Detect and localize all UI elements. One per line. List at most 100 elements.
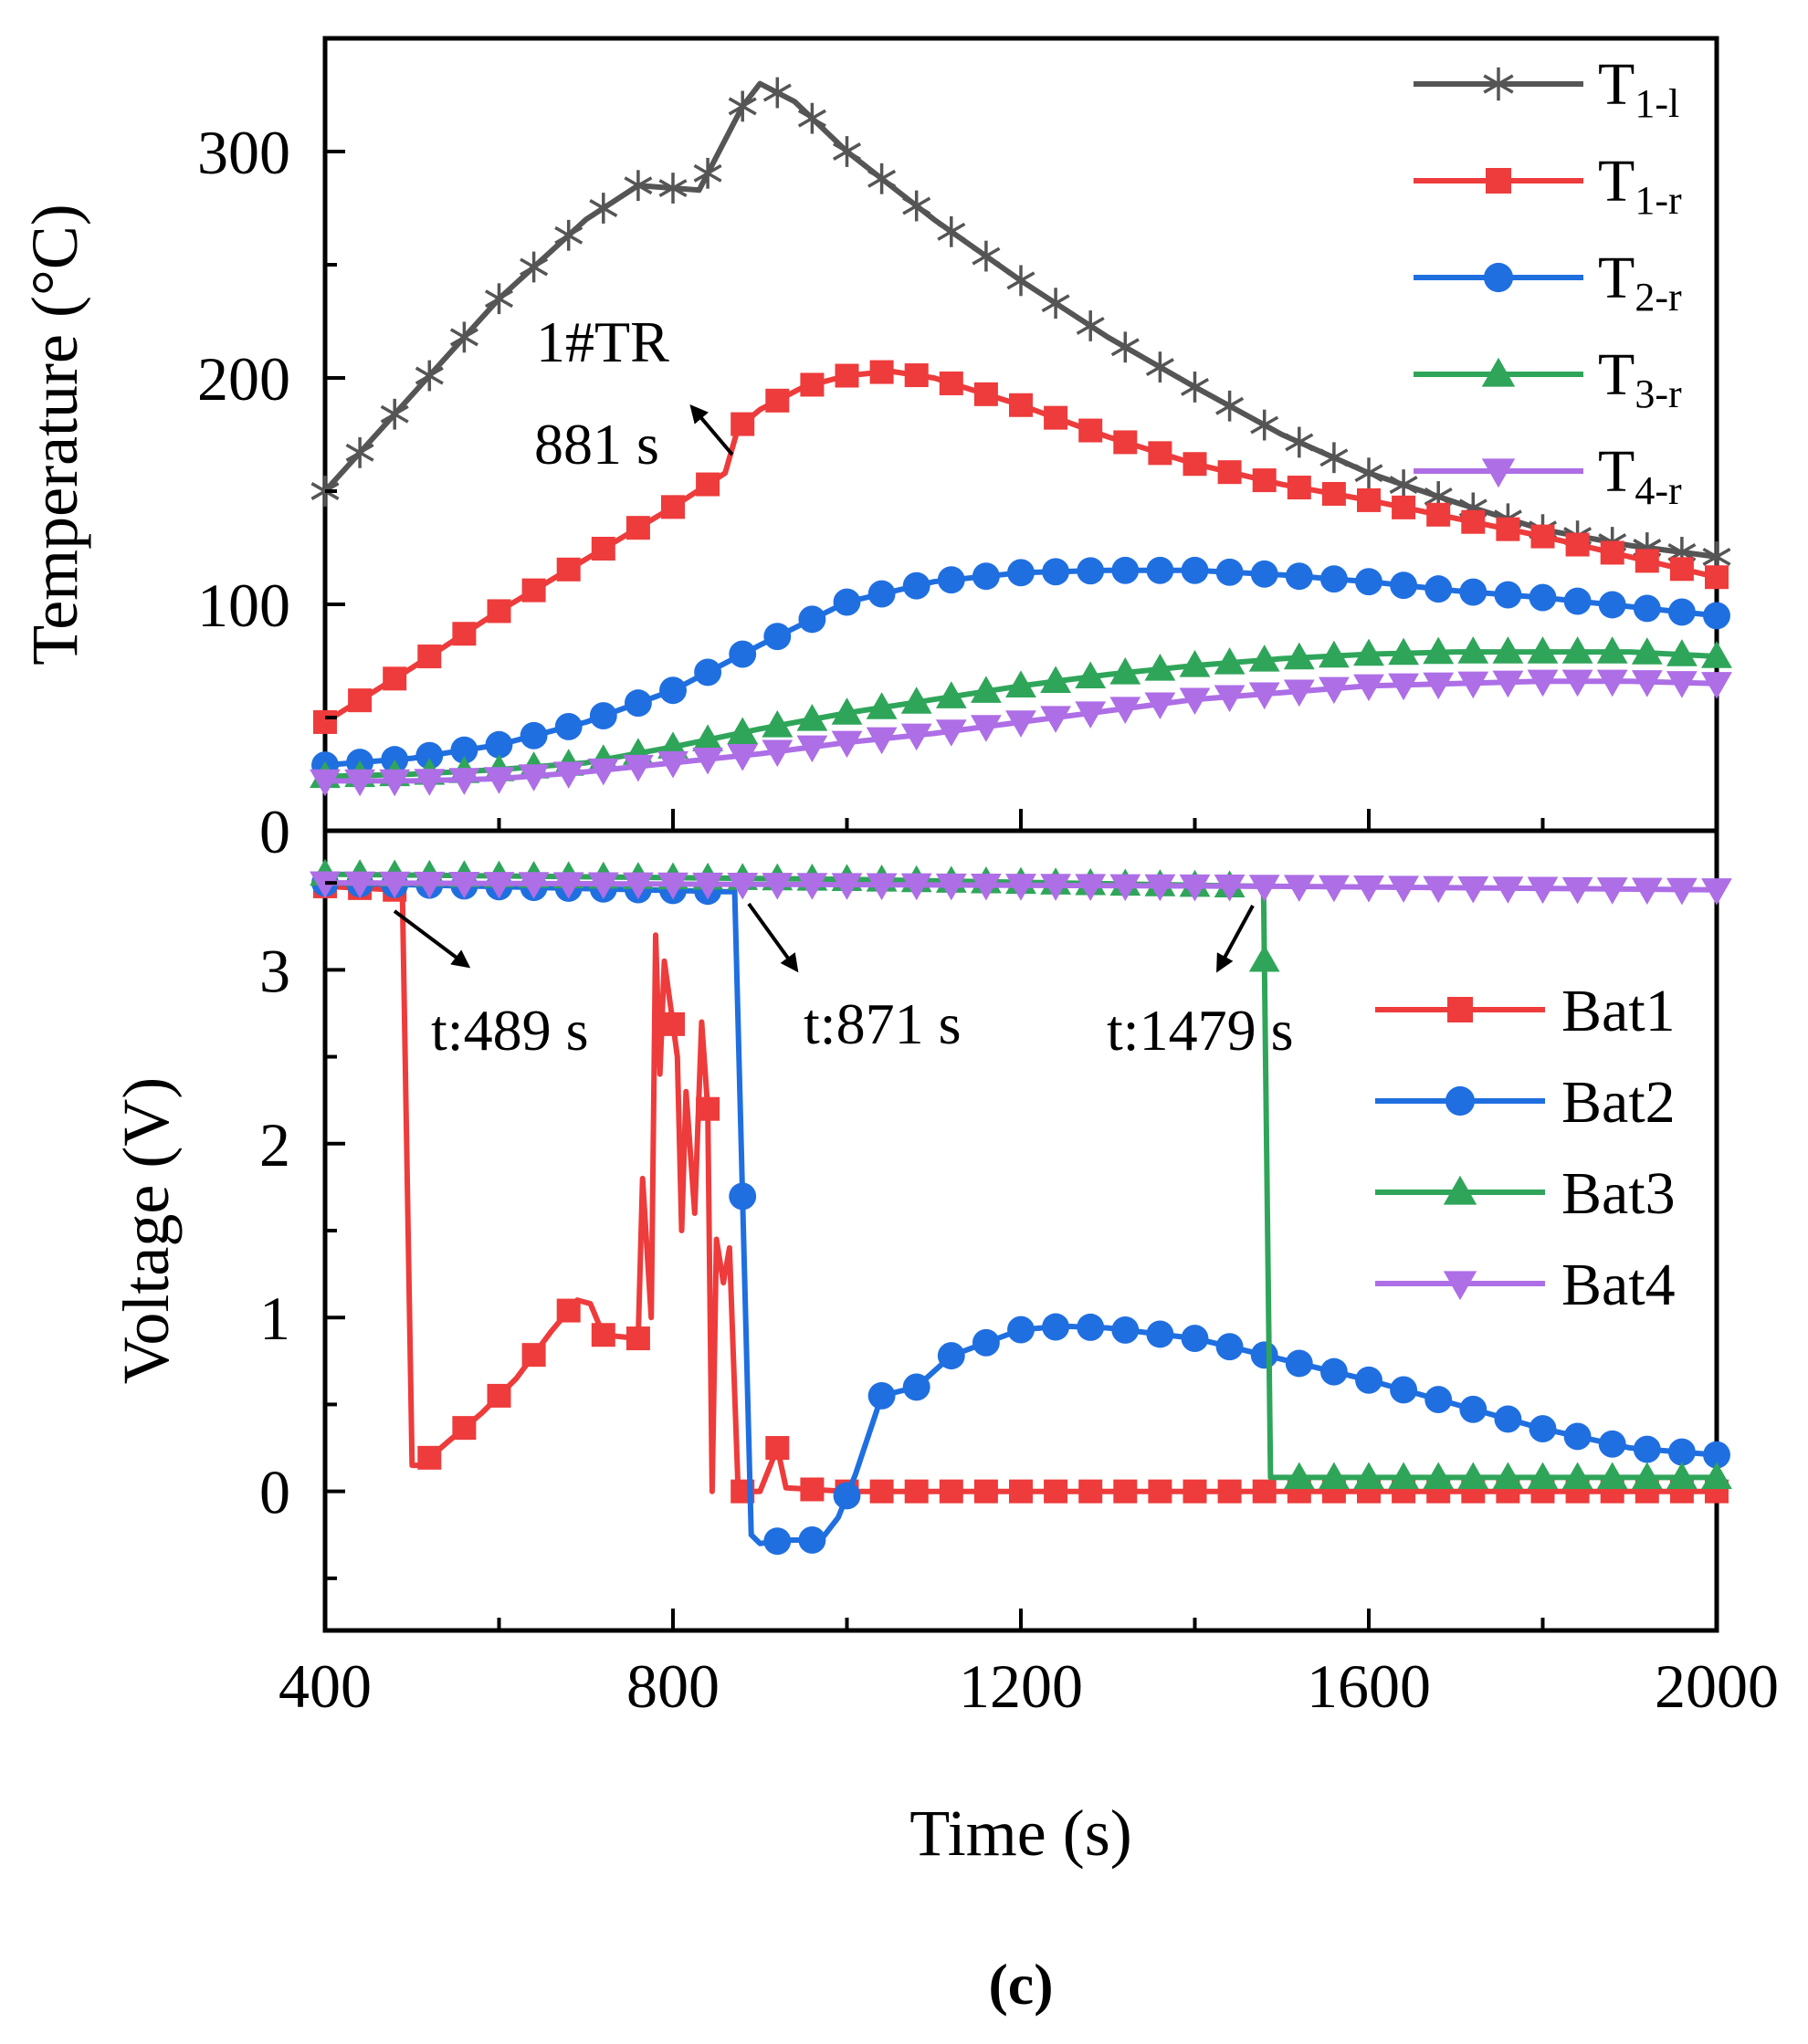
data-point-T_2_r xyxy=(729,640,757,668)
data-point-T_2_r xyxy=(1146,556,1174,584)
data-point-T_1_r xyxy=(835,363,859,388)
series-line-Bat1 xyxy=(324,883,1717,1494)
data-point-T_1_r xyxy=(765,388,790,413)
data-point-T_3_r xyxy=(727,717,759,745)
data-point-Bat2 xyxy=(763,1527,792,1556)
data-point-T_1_l-stroke xyxy=(1319,448,1349,467)
data-point-T_1_r xyxy=(1705,565,1729,590)
legend-marker-T_4_r xyxy=(1481,458,1516,488)
data-point-Bat4 xyxy=(796,873,828,900)
data-point-Bat2 xyxy=(1459,1395,1487,1423)
data-point-T_4_r xyxy=(971,715,1002,742)
data-point-Bat4 xyxy=(866,873,898,901)
data-point-Bat2 xyxy=(1703,1441,1730,1469)
data-point-Bat4 xyxy=(587,872,619,900)
top-y-tick-label: 200 xyxy=(197,344,290,414)
bottom-y-axis-title: Voltage (V) xyxy=(110,1077,183,1385)
data-point-Bat4 xyxy=(1596,877,1628,905)
data-point-T_2_r xyxy=(1285,562,1313,591)
data-point-T_1_r xyxy=(1565,532,1590,557)
data-point-T_4_r xyxy=(1492,670,1524,698)
data-point-Bat4 xyxy=(692,872,723,900)
data-point-T_1_l-stroke xyxy=(380,404,409,424)
data-point-T_1_l-stroke xyxy=(1424,487,1453,506)
figure-caption: (c) xyxy=(988,1952,1053,2017)
data-point-Bat2 xyxy=(1494,1405,1522,1433)
data-point-T_2_r xyxy=(763,623,792,651)
data-point-T_1_l xyxy=(1215,390,1245,422)
data-point-T_3_r xyxy=(692,724,723,751)
data-point-T_4_r xyxy=(1561,669,1593,697)
data-point-Bat4 xyxy=(1144,874,1176,902)
data-point-T_1_r xyxy=(591,536,615,561)
data-point-T_1_l xyxy=(554,219,583,251)
series-line-Bat3 xyxy=(324,871,1717,1481)
legend-label-T_2_r: T2-r xyxy=(1598,245,1682,320)
data-point-Bat1 xyxy=(1113,1479,1138,1504)
data-point-Bat1 xyxy=(800,1477,825,1502)
data-point-Bat3 xyxy=(1631,1462,1663,1490)
data-point-T_1_l-stroke xyxy=(1250,415,1279,435)
data-point-T_3_r xyxy=(1388,637,1419,666)
data-point-Bat2 xyxy=(1146,1320,1174,1348)
data-point-T_2_r xyxy=(1355,568,1382,596)
data-point-T_3_r xyxy=(1040,666,1071,693)
data-point-Bat2 xyxy=(1007,1315,1035,1344)
data-point-Bat4 xyxy=(483,872,515,899)
data-point-T_1_l-stroke xyxy=(484,289,514,309)
top-y-tick-label: 300 xyxy=(197,118,290,187)
data-point-T_1_l-stroke xyxy=(1389,476,1418,495)
data-point-T_1_l xyxy=(902,190,931,222)
data-point-T_4_r xyxy=(1179,687,1211,716)
data-point-Bat4 xyxy=(518,872,550,899)
data-point-T_4_r xyxy=(344,769,375,797)
data-point-Bat2 xyxy=(1077,1313,1105,1341)
data-point-T_2_r xyxy=(415,741,444,770)
data-point-T_2_r xyxy=(1598,591,1626,619)
data-point-T_2_r xyxy=(1181,556,1209,584)
data-point-Bat4 xyxy=(900,873,932,901)
data-point-T_1_r xyxy=(1148,441,1172,466)
data-point-Bat1 xyxy=(1044,1479,1068,1504)
data-point-T_4_r xyxy=(900,723,932,751)
data-point-T_2_r xyxy=(833,588,861,616)
bottom-y-tick-label: 1 xyxy=(259,1284,290,1353)
data-point-Bat1 xyxy=(1217,1479,1242,1504)
data-point-T_1_l-stroke xyxy=(1076,316,1105,335)
data-point-T_1_r xyxy=(383,666,407,691)
data-point-T_3_r xyxy=(1701,641,1732,668)
data-point-T_4_r xyxy=(762,739,794,768)
data-point-T_1_r xyxy=(348,688,373,713)
axis-ticks: 400 800 1200 1600 2000 0 100 200 300 0 1 2 3 xyxy=(197,37,1779,1721)
data-point-T_2_r xyxy=(798,605,826,634)
data-point-Bat3 xyxy=(1248,944,1280,972)
data-point-Bat1 xyxy=(452,1416,477,1441)
data-point-Bat1 xyxy=(1078,1479,1103,1504)
data-point-T_3_r xyxy=(1631,637,1663,665)
annotation-tr-time: 881 s xyxy=(534,412,659,477)
data-point-Bat2 xyxy=(937,1342,965,1370)
data-point-T_1_l xyxy=(1145,351,1174,383)
data-point-T_1_r xyxy=(1217,460,1242,485)
bottom-plot-area xyxy=(310,858,1732,1556)
data-point-Bat4 xyxy=(623,872,654,900)
data-point-T_2_r xyxy=(1703,602,1730,630)
data-point-T_3_r xyxy=(762,710,794,738)
x-tick-label: 1200 xyxy=(959,1651,1083,1721)
data-point-Bat2 xyxy=(1250,1341,1278,1369)
data-point-Bat4 xyxy=(1353,875,1384,903)
data-point-T_1_r xyxy=(1635,549,1659,573)
data-point-T_1_l xyxy=(1180,372,1210,403)
data-point-T_1_l xyxy=(1076,310,1105,341)
data-point-T_1_r xyxy=(556,557,581,582)
data-point-Bat4 xyxy=(1666,877,1698,906)
data-point-T_2_r xyxy=(1494,581,1522,609)
data-point-Bat3 xyxy=(1388,1462,1419,1490)
data-point-T_4_r xyxy=(483,767,515,794)
data-point-Bat4 xyxy=(1423,875,1455,904)
data-point-T_1_l xyxy=(972,240,1001,272)
data-point-Bat2 xyxy=(729,1182,757,1211)
data-point-Bat4 xyxy=(1457,875,1489,904)
data-point-T_4_r xyxy=(1457,671,1489,699)
